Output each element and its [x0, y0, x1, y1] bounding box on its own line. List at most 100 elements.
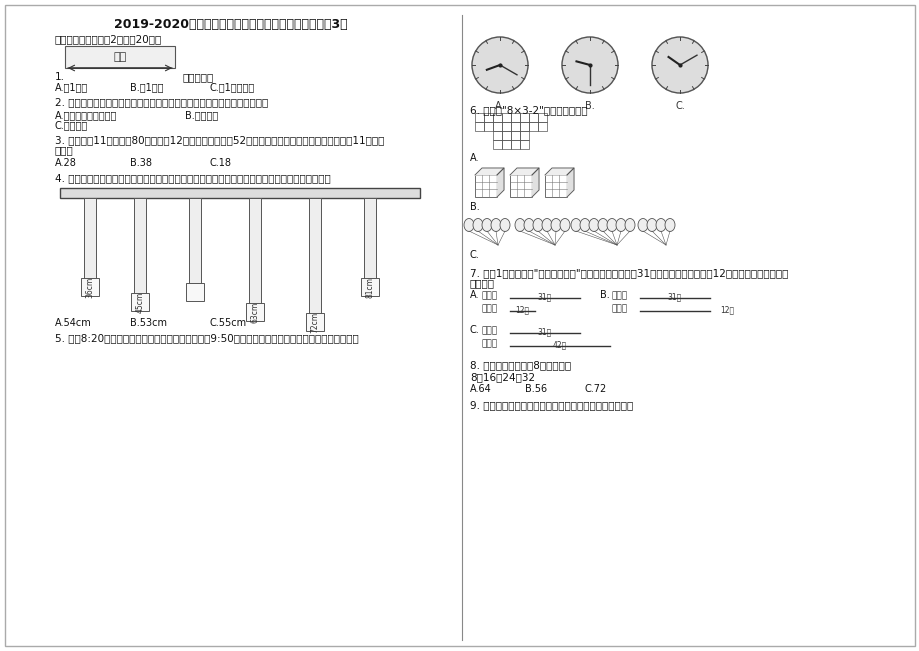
- Circle shape: [562, 37, 618, 93]
- Text: 的长度（）: 的长度（）: [183, 72, 214, 82]
- Ellipse shape: [560, 219, 570, 232]
- Text: C.和1米同样长: C.和1米同样长: [210, 82, 255, 92]
- Bar: [538, 122, 547, 131]
- Ellipse shape: [664, 219, 675, 232]
- Ellipse shape: [579, 219, 589, 232]
- Bar: [364, 198, 376, 278]
- Text: 7. 二（1）班举行的"中华经典诵读"活动中，淘淘诵读了31首古诗，比壮壮多读了12首，用线段图表示正确: 7. 二（1）班举行的"中华经典诵读"活动中，淘淘诵读了31首古诗，比壮壮多读了…: [470, 268, 788, 278]
- Text: B.38: B.38: [130, 158, 152, 168]
- Text: 淘淘：: 淘淘：: [482, 291, 497, 300]
- Text: A.: A.: [470, 153, 479, 163]
- Bar: [510, 122, 519, 131]
- Polygon shape: [544, 168, 573, 175]
- Text: 壮壮：: 壮壮：: [482, 339, 497, 348]
- Text: 31首: 31首: [538, 292, 551, 301]
- Text: 的是（）: 的是（）: [470, 278, 494, 288]
- Bar: [519, 140, 528, 149]
- Bar: [519, 131, 528, 140]
- Bar: [360, 278, 379, 296]
- Bar: [510, 140, 519, 149]
- Text: B.56: B.56: [525, 384, 547, 394]
- Text: 8. 按规律填一填，第8个数是（）: 8. 按规律填一填，第8个数是（）: [470, 360, 571, 370]
- Ellipse shape: [550, 219, 561, 232]
- Text: 5. 苹苹8:20吃早餐，吃完早餐后先去图书馆看书，9:50学钢琴。苹苹在图书馆看书的时间可能是（）: 5. 苹苹8:20吃早餐，吃完早餐后先去图书馆看书，9:50学钢琴。苹苹在图书馆…: [55, 333, 358, 343]
- Text: C.55cm: C.55cm: [210, 318, 247, 328]
- Bar: [493, 122, 502, 131]
- Polygon shape: [566, 168, 573, 197]
- Ellipse shape: [491, 219, 501, 232]
- Bar: [510, 113, 519, 122]
- Ellipse shape: [472, 219, 482, 232]
- Text: 2. 在一个钝角内，从角的顶点出发画一条射线，分成的两个角不可能是（）: 2. 在一个钝角内，从角的顶点出发画一条射线，分成的两个角不可能是（）: [55, 97, 268, 107]
- Text: B.两个锐角: B.两个锐角: [185, 110, 218, 120]
- Bar: [130, 293, 149, 311]
- Bar: [509, 175, 531, 197]
- Text: 31首: 31首: [538, 327, 551, 336]
- Circle shape: [471, 37, 528, 93]
- Text: 45cm: 45cm: [135, 292, 144, 312]
- Ellipse shape: [597, 219, 607, 232]
- Text: A.一个锐角和一个钝角: A.一个锐角和一个钝角: [55, 110, 118, 120]
- Bar: [306, 313, 323, 331]
- Ellipse shape: [482, 219, 492, 232]
- Ellipse shape: [515, 219, 525, 232]
- Bar: [502, 113, 510, 122]
- Text: 铅笔: 铅笔: [113, 52, 127, 62]
- Bar: [309, 198, 321, 313]
- Text: 壮壮：: 壮壮：: [611, 304, 628, 313]
- Bar: [84, 198, 96, 278]
- Text: 72cm: 72cm: [311, 311, 319, 333]
- Ellipse shape: [541, 219, 551, 232]
- Ellipse shape: [607, 219, 617, 232]
- Ellipse shape: [624, 219, 634, 232]
- Bar: [245, 303, 264, 321]
- Text: B.53cm: B.53cm: [130, 318, 167, 328]
- Text: 9. 依依选择如图的积木搭一搭，她有（）种不同的选法。: 9. 依依选择如图的积木搭一搭，她有（）种不同的选法。: [470, 400, 632, 410]
- Bar: [188, 198, 200, 283]
- Text: 12首: 12首: [515, 305, 528, 314]
- Text: B.: B.: [470, 202, 479, 212]
- Text: A.28: A.28: [55, 158, 77, 168]
- Bar: [493, 113, 502, 122]
- Bar: [186, 283, 204, 301]
- Text: B.: B.: [584, 101, 595, 111]
- Polygon shape: [474, 168, 504, 175]
- Bar: [81, 278, 99, 296]
- Text: 42首: 42首: [552, 340, 566, 349]
- Text: 一、选一选。（每题2分，共20分）: 一、选一选。（每题2分，共20分）: [55, 34, 162, 44]
- Text: B.比1米短: B.比1米短: [130, 82, 164, 92]
- Ellipse shape: [499, 219, 509, 232]
- Bar: [502, 122, 510, 131]
- Circle shape: [652, 37, 708, 93]
- Text: 31首: 31首: [667, 292, 681, 301]
- Text: 2019-2020学年人教版二年级（上）期末数学检测卷（3）: 2019-2020学年人教版二年级（上）期末数学检测卷（3）: [114, 18, 347, 31]
- Bar: [528, 122, 538, 131]
- Text: C.: C.: [470, 325, 479, 335]
- Bar: [544, 175, 566, 197]
- Text: 81cm: 81cm: [365, 277, 374, 298]
- Bar: [474, 122, 483, 131]
- Bar: [65, 46, 175, 68]
- Bar: [134, 198, 146, 293]
- Text: 8、16、24、32: 8、16、24、32: [470, 372, 535, 382]
- Polygon shape: [496, 168, 504, 197]
- Ellipse shape: [646, 219, 656, 232]
- Text: A.64: A.64: [470, 384, 492, 394]
- Bar: [483, 122, 493, 131]
- Bar: [519, 122, 528, 131]
- Text: 3. 学校食堂11月份运来80袋大米，12月份上半月运来了52袋大米，下半月要再运来（）袋，就和11月份同: 3. 学校食堂11月份运来80袋大米，12月份上半月运来了52袋大米，下半月要再…: [55, 135, 384, 145]
- Ellipse shape: [655, 219, 665, 232]
- Ellipse shape: [616, 219, 625, 232]
- Bar: [510, 131, 519, 140]
- Ellipse shape: [637, 219, 647, 232]
- Bar: [60, 188, 420, 198]
- Text: C.两个直角: C.两个直角: [55, 120, 88, 130]
- Text: 36cm: 36cm: [85, 277, 95, 298]
- Text: C.: C.: [470, 250, 479, 260]
- Text: 淘淘：: 淘淘：: [611, 291, 628, 300]
- Text: 12首: 12首: [720, 305, 733, 314]
- Text: 4. 如图是挂着的是宠物狗的胸圈，按一定的规律排列，中间缺了一条，中间缺的一条的长度是（）: 4. 如图是挂着的是宠物狗的胸圈，按一定的规律排列，中间缺了一条，中间缺的一条的…: [55, 173, 331, 183]
- Bar: [493, 140, 502, 149]
- Ellipse shape: [524, 219, 533, 232]
- Text: 壮壮：: 壮壮：: [482, 304, 497, 313]
